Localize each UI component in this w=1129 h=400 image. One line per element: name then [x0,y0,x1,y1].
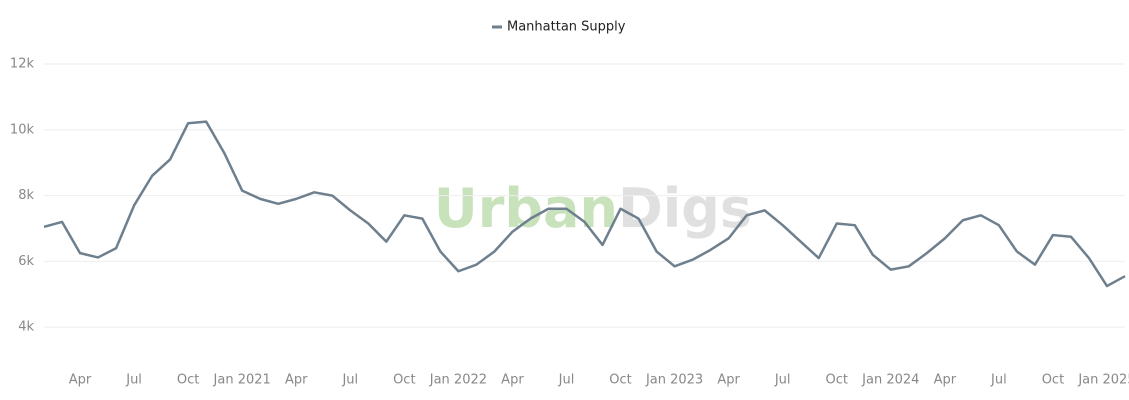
x-tick-label: Jul [341,373,358,388]
x-tick-label: Jan 2024 [861,373,919,388]
x-tick-label: Oct [393,373,415,388]
watermark: UrbanDigs [434,177,752,240]
x-tick-label: Oct [177,373,199,388]
y-tick-label: 8k [18,188,34,203]
x-tick-label: Apr [69,373,92,388]
y-tick-label: 12k [10,57,35,72]
x-tick-label: Apr [717,373,740,388]
watermark-part: Digs [618,177,752,240]
x-tick-label: Apr [934,373,957,388]
x-tick-label: Jul [125,373,142,388]
watermark-part: Urban [434,177,618,240]
x-tick-label: Oct [825,373,847,388]
line [43,120,1126,288]
x-tick-label: Apr [285,373,308,388]
x-tick-label: Jul [774,373,791,388]
x-tick-label: Jul [558,373,575,388]
y-tick-label: 6k [18,254,34,269]
x-tick-label: Oct [1042,373,1064,388]
plot: 4k 6k 8k 10k 12k Apr Jul Oct Jan 2021 Apr Jul Oct Ja… [10,20,1129,388]
x-tick-label: Oct [609,373,631,388]
x-tick-label: Jul [990,373,1007,388]
y-tick-label: 10k [10,122,35,137]
legend-text: Manhattan Supply [507,20,626,35]
x-tick-label: Apr [501,373,524,388]
x-tick-label: Jan 2025 [1077,373,1129,388]
x-tick-label: Jan 2022 [429,373,487,388]
x-tick-label: Jan 2023 [645,373,703,388]
x-tick-label: Jan 2021 [213,373,271,388]
y-tick-label: 4k [18,320,34,335]
